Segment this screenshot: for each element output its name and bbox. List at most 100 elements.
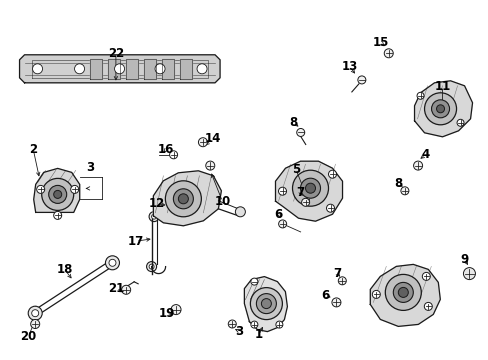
Circle shape bbox=[149, 212, 159, 222]
Text: 14: 14 bbox=[204, 132, 221, 145]
Text: 22: 22 bbox=[107, 47, 124, 60]
Circle shape bbox=[278, 187, 286, 195]
Circle shape bbox=[436, 105, 444, 113]
Circle shape bbox=[235, 207, 245, 217]
Circle shape bbox=[326, 204, 334, 212]
Text: 8: 8 bbox=[394, 177, 402, 190]
Text: 19: 19 bbox=[159, 307, 175, 320]
Circle shape bbox=[456, 119, 463, 126]
Text: 15: 15 bbox=[371, 36, 388, 49]
Circle shape bbox=[431, 100, 448, 118]
Circle shape bbox=[331, 298, 340, 307]
Text: 7: 7 bbox=[333, 267, 341, 280]
Circle shape bbox=[49, 185, 66, 203]
Circle shape bbox=[109, 259, 116, 266]
Circle shape bbox=[155, 64, 165, 74]
Circle shape bbox=[424, 302, 431, 310]
Circle shape bbox=[416, 92, 423, 99]
Polygon shape bbox=[179, 59, 191, 79]
Text: 8: 8 bbox=[289, 116, 297, 129]
Text: 13: 13 bbox=[341, 60, 357, 73]
Text: 3: 3 bbox=[86, 161, 94, 174]
Text: 9: 9 bbox=[460, 253, 468, 266]
Circle shape bbox=[198, 138, 207, 147]
Polygon shape bbox=[161, 59, 173, 79]
Circle shape bbox=[424, 93, 456, 125]
Circle shape bbox=[151, 214, 156, 219]
Polygon shape bbox=[153, 171, 221, 226]
Circle shape bbox=[384, 49, 392, 58]
Circle shape bbox=[301, 198, 309, 206]
Circle shape bbox=[250, 288, 282, 320]
Circle shape bbox=[278, 220, 286, 228]
Circle shape bbox=[178, 194, 188, 204]
Circle shape bbox=[74, 64, 84, 74]
Polygon shape bbox=[125, 59, 137, 79]
Circle shape bbox=[228, 320, 236, 328]
Circle shape bbox=[256, 294, 276, 314]
Circle shape bbox=[392, 282, 412, 302]
Text: 10: 10 bbox=[214, 195, 230, 208]
Text: 16: 16 bbox=[158, 143, 174, 156]
Text: 21: 21 bbox=[108, 282, 124, 294]
Polygon shape bbox=[275, 161, 342, 221]
Circle shape bbox=[173, 189, 193, 209]
Circle shape bbox=[338, 277, 346, 285]
Circle shape bbox=[463, 267, 474, 280]
Text: 12: 12 bbox=[148, 197, 164, 210]
Circle shape bbox=[31, 320, 40, 328]
Circle shape bbox=[398, 287, 407, 297]
Circle shape bbox=[422, 273, 429, 280]
Text: 2: 2 bbox=[29, 143, 37, 156]
Circle shape bbox=[41, 179, 74, 210]
Circle shape bbox=[305, 183, 315, 193]
Circle shape bbox=[197, 64, 206, 74]
Polygon shape bbox=[244, 276, 287, 332]
Circle shape bbox=[28, 306, 42, 320]
Circle shape bbox=[33, 64, 42, 74]
Circle shape bbox=[371, 291, 380, 298]
Polygon shape bbox=[20, 55, 220, 83]
Circle shape bbox=[250, 321, 257, 328]
Text: 1: 1 bbox=[255, 328, 263, 341]
Circle shape bbox=[328, 170, 336, 178]
Circle shape bbox=[400, 187, 408, 195]
Text: 11: 11 bbox=[433, 80, 450, 93]
Circle shape bbox=[54, 211, 61, 219]
Circle shape bbox=[146, 262, 156, 271]
Text: 6: 6 bbox=[321, 289, 328, 302]
Polygon shape bbox=[34, 168, 80, 212]
Circle shape bbox=[169, 151, 177, 159]
Circle shape bbox=[114, 64, 124, 74]
Text: 5: 5 bbox=[291, 163, 299, 176]
Circle shape bbox=[357, 76, 365, 84]
Text: 20: 20 bbox=[20, 330, 37, 343]
Circle shape bbox=[37, 185, 44, 193]
Circle shape bbox=[149, 264, 154, 269]
Circle shape bbox=[32, 310, 39, 317]
Circle shape bbox=[413, 161, 422, 170]
Text: 17: 17 bbox=[127, 235, 144, 248]
Circle shape bbox=[205, 161, 214, 170]
Polygon shape bbox=[369, 264, 439, 327]
Text: 7: 7 bbox=[296, 186, 304, 199]
Text: 4: 4 bbox=[421, 148, 428, 161]
Polygon shape bbox=[143, 59, 155, 79]
Circle shape bbox=[300, 178, 320, 198]
Circle shape bbox=[261, 298, 271, 309]
Text: 18: 18 bbox=[56, 263, 73, 276]
Circle shape bbox=[385, 274, 421, 310]
Circle shape bbox=[71, 185, 79, 193]
Circle shape bbox=[122, 285, 130, 294]
Circle shape bbox=[292, 170, 328, 206]
Polygon shape bbox=[89, 59, 102, 79]
Circle shape bbox=[275, 321, 283, 328]
Circle shape bbox=[105, 256, 119, 270]
Circle shape bbox=[54, 190, 61, 198]
Circle shape bbox=[171, 305, 181, 315]
Text: 6: 6 bbox=[274, 208, 282, 221]
Polygon shape bbox=[107, 59, 119, 79]
Text: 3: 3 bbox=[235, 325, 243, 338]
Circle shape bbox=[250, 278, 257, 285]
Circle shape bbox=[165, 181, 201, 217]
